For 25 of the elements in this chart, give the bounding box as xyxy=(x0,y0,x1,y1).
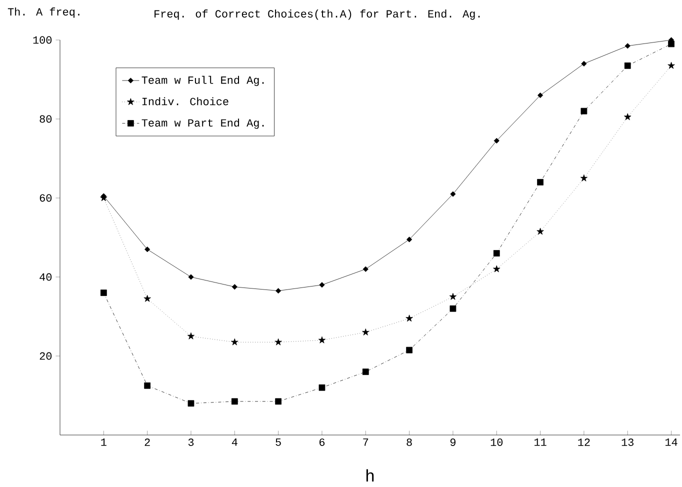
x-tick-label: 6 xyxy=(320,438,325,446)
x-axis-title: h xyxy=(366,469,374,482)
x-tick-label: 5 xyxy=(276,438,281,446)
x-tick-label: 11 xyxy=(534,438,546,446)
x-tick-label: 2 xyxy=(144,438,150,446)
x-tick-label: 8 xyxy=(406,438,412,446)
legend-label: Team w Full End Ag. xyxy=(142,76,264,86)
x-tick-label: 9 xyxy=(450,438,456,446)
x-tick-label: 13 xyxy=(622,438,634,446)
x-tick-label: 3 xyxy=(188,438,194,446)
x-tick-label: 7 xyxy=(363,438,368,446)
x-tick-label: 12 xyxy=(578,438,590,446)
chart-title: Freq. of Correct Choices(th.A) for Part. End. Ag. xyxy=(154,10,480,20)
x-tick-label: 4 xyxy=(232,438,238,446)
legend-label: Indiv. Choice xyxy=(142,97,228,106)
y-tick-label: 60 xyxy=(40,194,52,202)
x-tick-label: 1 xyxy=(101,438,106,446)
x-tick-label: 10 xyxy=(490,438,503,446)
y-axis-title: Th. A freq. xyxy=(8,8,80,18)
y-tick-label: 100 xyxy=(33,36,52,44)
legend-label: Team w Part End Ag. xyxy=(142,118,264,129)
y-tick-label: 40 xyxy=(40,273,52,281)
y-tick-label: 20 xyxy=(40,352,52,360)
y-tick-label: 80 xyxy=(40,115,52,123)
x-tick-label: 14 xyxy=(665,438,678,446)
